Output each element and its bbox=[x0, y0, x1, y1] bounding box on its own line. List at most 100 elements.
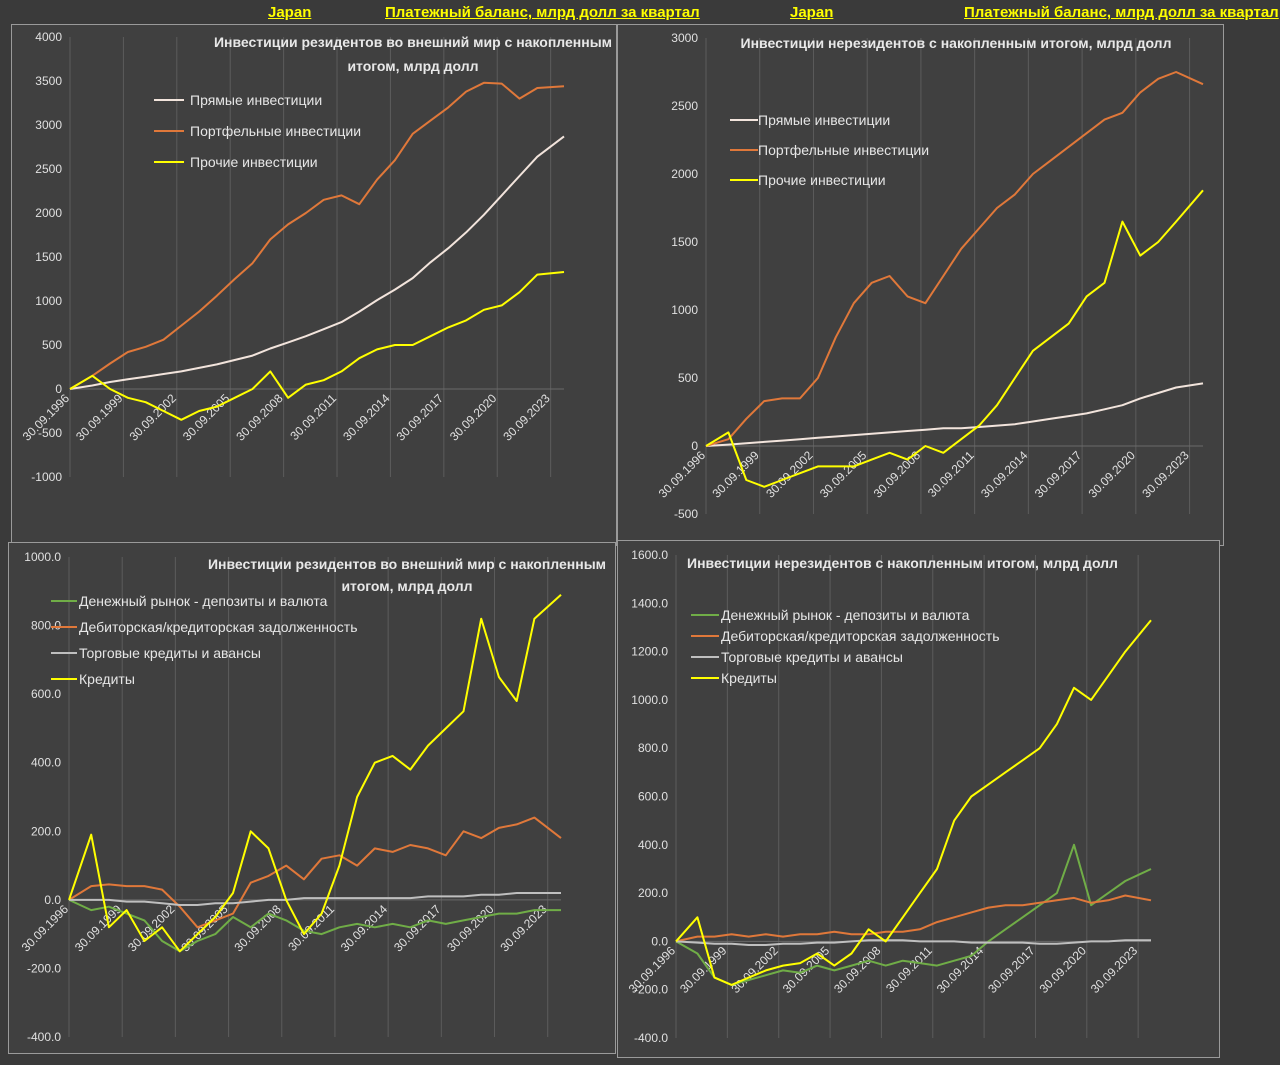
y-tick-label: 1200.0 bbox=[631, 645, 668, 659]
x-tick-label: 30.09.1996 bbox=[19, 902, 72, 955]
x-tick-label: 30.09.2011 bbox=[925, 448, 977, 500]
x-tick-label: 30.09.2002 bbox=[728, 943, 781, 996]
y-tick-label: 1500 bbox=[671, 235, 698, 249]
legend-label: Денежный рынок - депозиты и валюта bbox=[79, 593, 328, 609]
x-tick-label: 30.09.2020 bbox=[1086, 448, 1139, 501]
x-tick-label: 30.09.2023 bbox=[1088, 943, 1141, 996]
header-country-right: Japan bbox=[790, 4, 834, 21]
y-tick-label: 1500 bbox=[35, 250, 62, 264]
y-tick-label: 500 bbox=[678, 371, 698, 385]
x-tick-label: 30.09.2014 bbox=[340, 391, 393, 444]
series-line bbox=[69, 135, 565, 390]
chart-panel-nonresidents-total: 3000 2500 2000 1500 1000 500 0 -500 30.09.1996 30… bbox=[617, 24, 1224, 546]
x-tick-label: 30.09.2017 bbox=[1032, 448, 1085, 501]
legend-label: Прочие инвестиции bbox=[758, 172, 886, 188]
legend-label: Портфельные инвестиции bbox=[758, 142, 929, 158]
y-tick-label: 600.0 bbox=[31, 687, 61, 701]
series-line bbox=[705, 189, 1204, 488]
y-tick-label: 400.0 bbox=[638, 838, 668, 852]
chart-title: Инвестиции резидентов во внешний мир с н… bbox=[208, 556, 606, 572]
y-tick-label: 2500 bbox=[35, 162, 62, 176]
y-tick-label: 500 bbox=[42, 338, 62, 352]
x-tick-label: 30.09.1999 bbox=[677, 943, 730, 996]
chart-residents-total: 4000 3500 3000 2500 2000 1500 1000 500 0 -500 -100… bbox=[20, 30, 612, 484]
y-tick-label: 0.0 bbox=[651, 934, 668, 948]
y-tick-label: 200.0 bbox=[31, 824, 61, 838]
legend-label: Торговые кредиты и авансы bbox=[79, 645, 261, 661]
chart-title: Инвестиции нерезидентов с накопленным ит… bbox=[687, 555, 1118, 571]
x-tick-label: 30.09.2011 bbox=[287, 391, 339, 443]
series-line bbox=[69, 81, 565, 390]
x-tick-label: 30.09.1999 bbox=[709, 448, 762, 501]
x-tick-label: 30.09.2014 bbox=[934, 943, 987, 996]
series-line bbox=[675, 939, 1151, 946]
chart-nonresidents-other: 1600.0 1400.0 1200.0 1000.0 800.0 600.0 400.0 2… bbox=[626, 548, 1152, 1045]
chart-title: Инвестиции нерезидентов с накопленным ит… bbox=[741, 35, 1172, 51]
x-tick-label: 30.09.2023 bbox=[500, 391, 553, 444]
y-tick-label: 2500 bbox=[671, 99, 698, 113]
chart-title: Инвестиции резидентов во внешний мир с н… bbox=[214, 34, 612, 50]
y-tick-label: -1000 bbox=[31, 470, 62, 484]
x-tick-label: 30.09.2023 bbox=[1139, 448, 1192, 501]
y-tick-label: -200.0 bbox=[634, 983, 668, 997]
chart-residents-other: 1000.0 800.0 600.0 400.0 200.0 0.0 -200.0 -400.… bbox=[19, 550, 606, 1044]
y-tick-label: 1600.0 bbox=[631, 548, 668, 562]
chart-title: итогом, млрд долл bbox=[347, 58, 478, 74]
series-line bbox=[705, 382, 1204, 447]
legend-label: Торговые кредиты и авансы bbox=[721, 649, 903, 665]
series-line bbox=[675, 843, 1152, 986]
x-tick-label: 30.09.2002 bbox=[763, 448, 816, 501]
legend-label: Кредиты bbox=[721, 670, 777, 686]
y-tick-label: 1000 bbox=[671, 303, 698, 317]
y-tick-label: 0 bbox=[55, 382, 62, 396]
legend-label: Прямые инвестиции bbox=[190, 92, 322, 108]
series-line bbox=[675, 894, 1152, 943]
y-tick-label: 0 bbox=[691, 439, 698, 453]
y-tick-label: -500 bbox=[674, 507, 698, 521]
series-line bbox=[705, 71, 1204, 447]
header-subtitle-right: Платежный баланс, млрд долл за квартал bbox=[964, 4, 1279, 21]
x-tick-label: 30.09.2020 bbox=[447, 391, 500, 444]
series-line bbox=[68, 593, 562, 953]
y-tick-label: 800.0 bbox=[638, 741, 668, 755]
legend-label: Денежный рынок - депозиты и валюта bbox=[721, 607, 970, 623]
series-line bbox=[68, 816, 562, 929]
y-tick-label: 3000 bbox=[671, 31, 698, 45]
x-tick-label: 30.09.2011 bbox=[285, 902, 337, 954]
y-tick-label: 0.0 bbox=[44, 893, 61, 907]
chart-panel-residents-other: 1000.0 800.0 600.0 400.0 200.0 0.0 -200.0 -400.… bbox=[8, 542, 616, 1054]
chart-panel-residents-total: 4000 3500 3000 2500 2000 1500 1000 500 0 -500 -100… bbox=[11, 24, 617, 546]
x-tick-label: 30.09.2008 bbox=[232, 902, 285, 955]
legend-label: Дебиторская/кредиторская задолженность bbox=[79, 619, 358, 635]
series-line bbox=[675, 619, 1152, 986]
x-tick-label: 30.09.2020 bbox=[1037, 943, 1090, 996]
y-tick-label: 1400.0 bbox=[631, 596, 668, 610]
y-tick-label: -500 bbox=[38, 426, 62, 440]
header-country-left: Japan bbox=[268, 4, 312, 21]
x-tick-label: 30.09.2017 bbox=[985, 943, 1038, 996]
legend-label: Кредиты bbox=[79, 671, 135, 687]
y-tick-label: 3500 bbox=[35, 74, 62, 88]
y-tick-label: 2000 bbox=[671, 167, 698, 181]
legend-label: Портфельные инвестиции bbox=[190, 123, 361, 139]
x-tick-label: 30.09.2020 bbox=[444, 902, 497, 955]
legend-label: Дебиторская/кредиторская задолженность bbox=[721, 628, 1000, 644]
x-tick-label: 30.09.1999 bbox=[73, 391, 126, 444]
y-tick-label: 1000 bbox=[35, 294, 62, 308]
x-tick-label: 30.09.2008 bbox=[233, 391, 286, 444]
y-tick-label: -400.0 bbox=[27, 1030, 61, 1044]
series-line bbox=[69, 892, 561, 906]
x-tick-label: 30.09.2017 bbox=[391, 902, 444, 955]
y-tick-label: 1000.0 bbox=[631, 693, 668, 707]
y-tick-label: 400.0 bbox=[31, 756, 61, 770]
legend-label: Прямые инвестиции bbox=[758, 112, 890, 128]
header-subtitle-left: Платежный баланс, млрд долл за квартал bbox=[385, 4, 700, 21]
legend-label: Прочие инвестиции bbox=[190, 154, 318, 170]
chart-title: итогом, млрд долл bbox=[341, 578, 472, 594]
x-tick-label: 30.09.2014 bbox=[978, 448, 1031, 501]
y-tick-label: 200.0 bbox=[638, 886, 668, 900]
series-line bbox=[69, 271, 565, 421]
y-tick-label: 800.0 bbox=[31, 619, 61, 633]
y-tick-label: 2000 bbox=[35, 206, 62, 220]
